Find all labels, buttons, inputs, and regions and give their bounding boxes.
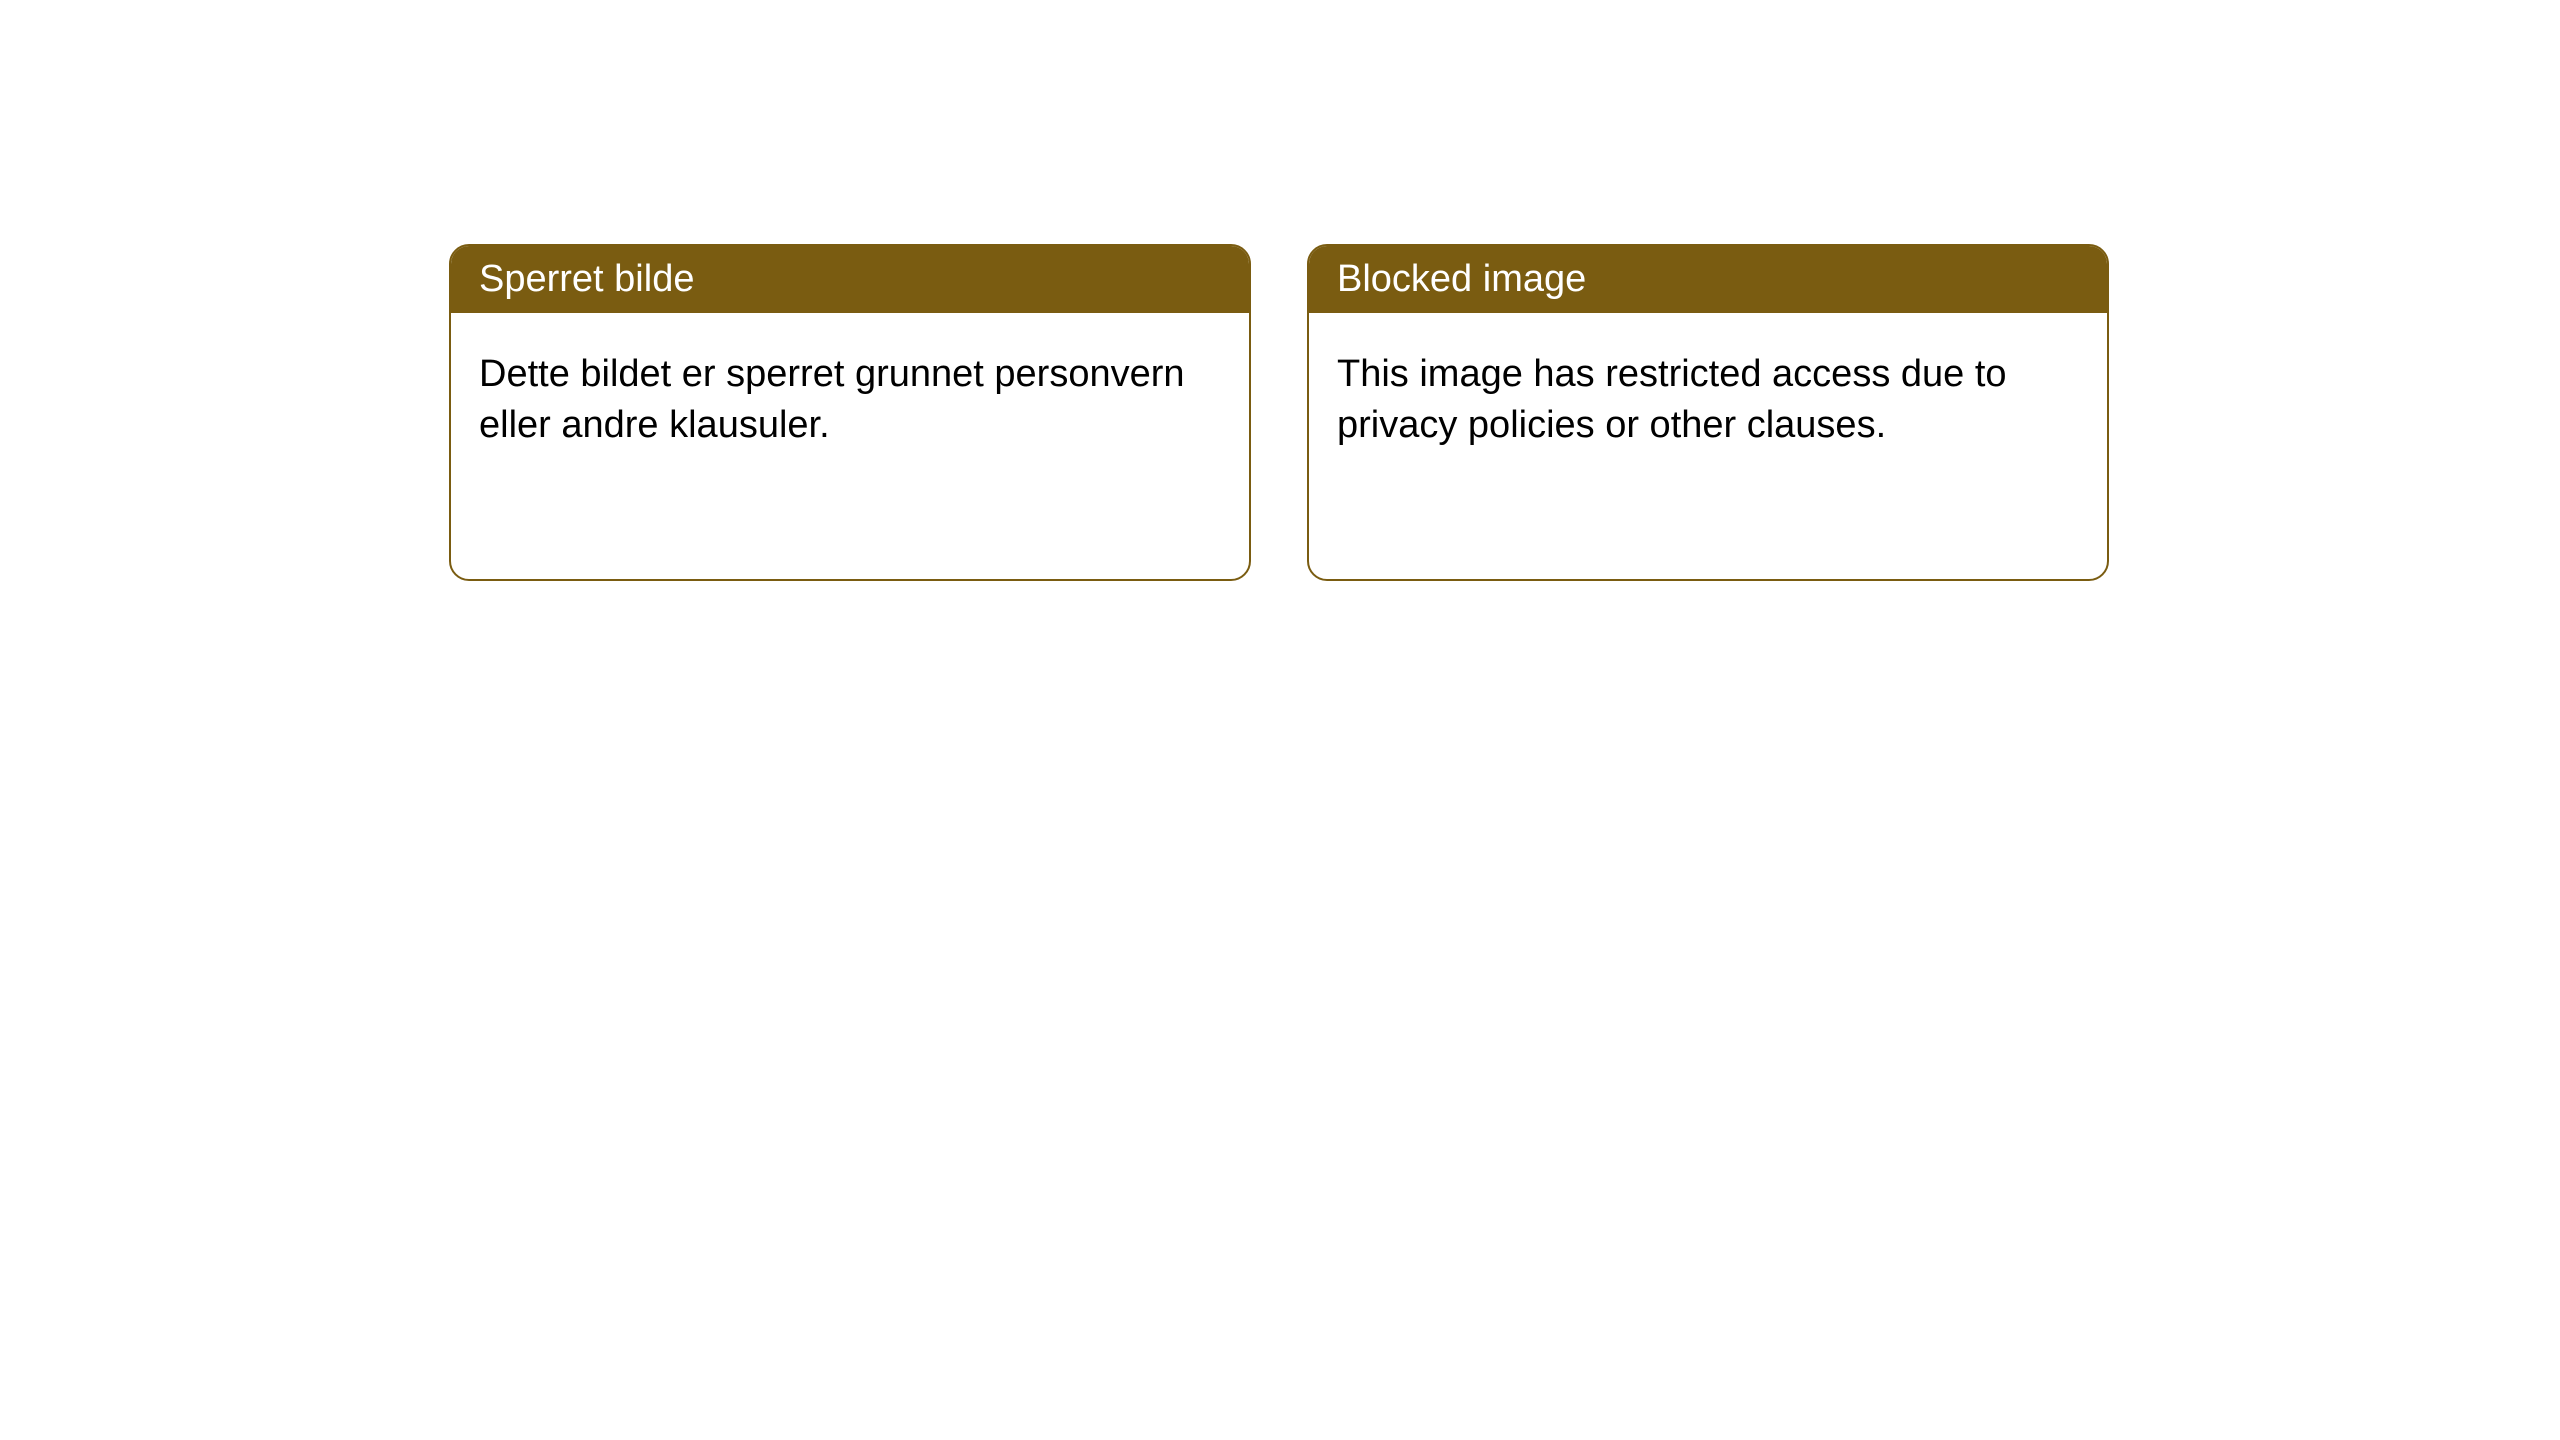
card-body-text: This image has restricted access due to … [1337,353,2007,446]
notice-card-norwegian: Sperret bilde Dette bildet er sperret gr… [449,244,1251,581]
notice-cards-container: Sperret bilde Dette bildet er sperret gr… [449,244,2109,581]
card-title: Blocked image [1337,258,1586,300]
card-header: Sperret bilde [451,246,1249,313]
card-body-text: Dette bildet er sperret grunnet personve… [479,353,1185,446]
card-title: Sperret bilde [479,258,694,300]
card-header: Blocked image [1309,246,2107,313]
card-body: Dette bildet er sperret grunnet personve… [451,313,1249,488]
card-body: This image has restricted access due to … [1309,313,2107,488]
notice-card-english: Blocked image This image has restricted … [1307,244,2109,581]
